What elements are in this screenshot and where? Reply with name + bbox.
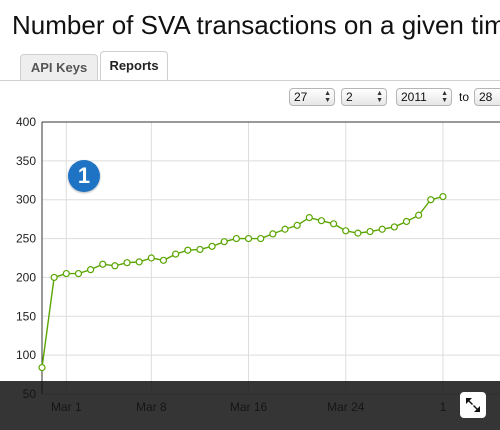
data-point xyxy=(208,242,216,250)
data-point xyxy=(378,225,386,233)
data-point xyxy=(439,193,447,201)
y-tick-label: 150 xyxy=(16,309,36,323)
data-point xyxy=(196,245,204,254)
select-arrows-icon: ▲ ▼ xyxy=(324,90,331,104)
data-point xyxy=(317,217,326,225)
y-tick-label: 250 xyxy=(16,232,36,246)
y-tick-label: 100 xyxy=(16,348,36,362)
data-point xyxy=(111,262,119,270)
data-point xyxy=(342,227,350,235)
data-point xyxy=(427,196,435,204)
data-point xyxy=(402,217,411,226)
y-tick-label: 350 xyxy=(16,154,36,168)
from-year-select[interactable]: 2011 ▲ ▼ xyxy=(396,88,452,106)
data-point xyxy=(269,230,277,238)
tab-api-keys[interactable]: API Keys xyxy=(20,54,98,80)
data-point xyxy=(147,254,155,262)
from-month-select[interactable]: 2 ▲ ▼ xyxy=(341,88,387,106)
data-point xyxy=(38,363,46,372)
data-point xyxy=(244,234,253,243)
tab-divider xyxy=(0,80,500,81)
y-tick-label: 300 xyxy=(16,193,36,207)
data-point xyxy=(281,225,289,233)
data-point xyxy=(135,258,143,266)
data-point xyxy=(50,273,58,282)
data-point xyxy=(415,211,423,219)
date-range-controls: 27 ▲ ▼ 2 ▲ ▼ 2011 ▲ ▼ to 28 xyxy=(0,88,500,108)
data-point xyxy=(123,259,131,267)
data-point xyxy=(390,223,398,231)
y-tick-label: 200 xyxy=(16,270,36,284)
data-point xyxy=(257,234,265,243)
step-number-badge: 1 xyxy=(68,160,100,192)
series-line xyxy=(41,195,444,368)
data-point xyxy=(184,246,192,254)
data-point xyxy=(232,234,240,243)
data-point xyxy=(220,238,228,246)
to-label: to xyxy=(459,90,470,104)
data-point xyxy=(99,260,107,268)
from-day-select[interactable]: 27 ▲ ▼ xyxy=(289,88,335,106)
data-point xyxy=(86,266,95,274)
data-point xyxy=(305,213,313,222)
expand-icon xyxy=(466,398,480,412)
from-year-value: 2011 xyxy=(401,90,427,104)
to-day-select[interactable]: 28 xyxy=(474,88,500,106)
data-point xyxy=(159,256,168,264)
data-point xyxy=(354,229,362,237)
expand-button[interactable] xyxy=(460,392,486,418)
data-point xyxy=(366,227,374,236)
data-point xyxy=(74,269,83,278)
to-day-value: 28 xyxy=(479,90,493,104)
data-point xyxy=(330,220,338,228)
select-arrows-icon: ▲ ▼ xyxy=(376,90,383,104)
select-arrows-icon: ▲ ▼ xyxy=(441,90,448,104)
data-point xyxy=(62,269,70,278)
tab-reports[interactable]: Reports xyxy=(100,51,168,81)
from-month-value: 2 xyxy=(346,90,353,104)
data-point xyxy=(293,221,301,229)
from-day-value: 27 xyxy=(294,90,308,104)
data-point xyxy=(172,250,180,258)
y-tick-label: 400 xyxy=(16,115,36,129)
dark-overlay-bar xyxy=(0,381,500,430)
page-title: Number of SVA transactions on a given ti… xyxy=(12,10,500,40)
